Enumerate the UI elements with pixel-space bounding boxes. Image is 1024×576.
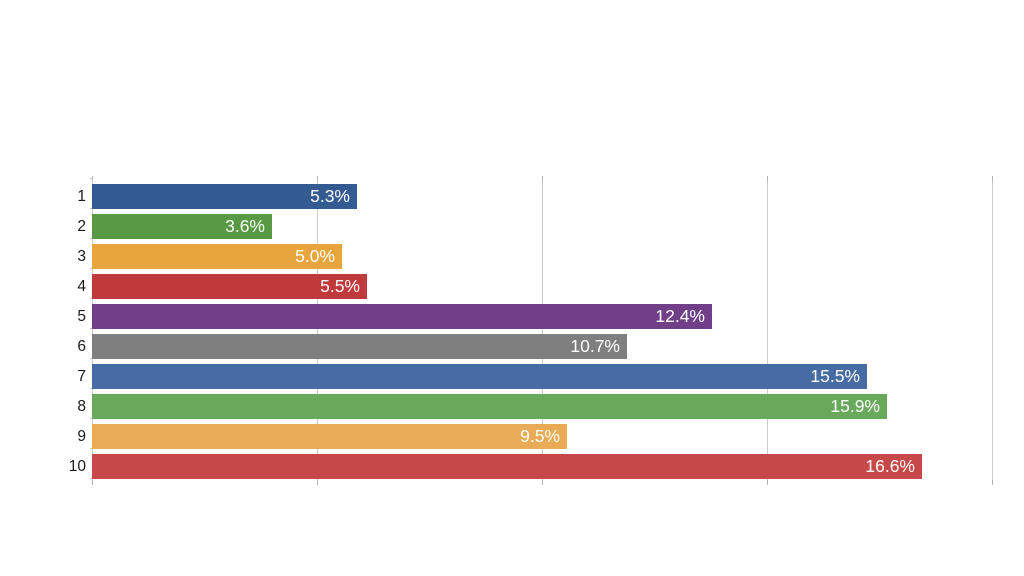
bar: 10.7% — [92, 334, 627, 359]
bar-row: 5 12.4% — [77, 304, 992, 329]
bar: 15.9% — [92, 394, 887, 419]
bar-value-label: 5.5% — [320, 276, 360, 296]
y-axis-tick — [90, 358, 93, 359]
bar-value-label: 9.5% — [520, 426, 560, 446]
bar-value-label: 15.5% — [810, 366, 860, 386]
bar-row: 3 5.0% — [77, 244, 992, 269]
category-label: 3 — [77, 248, 86, 265]
y-axis-tick — [90, 178, 93, 179]
bar-row: 8 15.9% — [77, 394, 992, 419]
category-label: 5 — [77, 308, 86, 325]
bar-row: 9 9.5% — [77, 424, 992, 449]
y-axis-tick — [90, 448, 93, 449]
bar-row: 7 15.5% — [77, 364, 992, 389]
x-axis-tick — [992, 480, 993, 485]
category-label: 10 — [68, 458, 86, 475]
bar: 3.6% — [92, 214, 272, 239]
bar-value-label: 5.3% — [310, 186, 350, 206]
x-gridline — [992, 176, 993, 480]
bar-row: 6 10.7% — [77, 334, 992, 359]
bar: 5.3% — [92, 184, 357, 209]
x-axis-top-tick — [767, 176, 768, 181]
bar-value-label: 10.7% — [570, 336, 620, 356]
category-label: 6 — [77, 338, 86, 355]
bar: 9.5% — [92, 424, 567, 449]
bar-row: 1 5.3% — [77, 184, 992, 209]
bar-value-label: 3.6% — [225, 216, 265, 236]
y-axis-tick — [90, 238, 93, 239]
bar: 12.4% — [92, 304, 712, 329]
y-axis-tick — [90, 478, 93, 479]
bar-value-label: 15.9% — [830, 396, 880, 416]
y-axis-tick — [90, 418, 93, 419]
category-label: 2 — [77, 218, 86, 235]
x-axis-tick — [92, 480, 93, 485]
x-axis-tick — [317, 480, 318, 485]
y-axis-tick — [90, 208, 93, 209]
bar-row: 2 3.6% — [77, 214, 992, 239]
y-axis-tick — [90, 328, 93, 329]
x-axis-top-tick — [992, 176, 993, 181]
y-axis-tick — [90, 268, 93, 269]
bar-value-label: 16.6% — [865, 456, 915, 476]
bar-value-label: 5.0% — [295, 246, 335, 266]
x-gridline — [767, 176, 768, 480]
bar-chart-plot-area: 1 5.3% 2 3.6% 3 5.0% 4 5.5% 5 12.4% 6 10.7% 7 15.5% 8 1… — [69, 176, 993, 485]
y-axis-tick — [90, 388, 93, 389]
x-axis-tick — [542, 480, 543, 485]
bar-row: 4 5.5% — [77, 274, 992, 299]
y-axis-tick — [90, 298, 93, 299]
bar-value-label: 12.4% — [655, 306, 705, 326]
bar: 15.5% — [92, 364, 867, 389]
category-label: 4 — [77, 278, 86, 295]
category-label: 8 — [77, 398, 86, 415]
category-label: 7 — [77, 368, 86, 385]
bar: 5.0% — [92, 244, 342, 269]
bar-row: 10 16.6% — [69, 454, 992, 479]
x-axis-top-tick — [317, 176, 318, 181]
bar: 5.5% — [92, 274, 367, 299]
x-axis-top-tick — [542, 176, 543, 181]
category-label: 1 — [77, 188, 86, 205]
category-label: 9 — [77, 428, 86, 445]
x-axis-tick — [767, 480, 768, 485]
bar: 16.6% — [92, 454, 922, 479]
